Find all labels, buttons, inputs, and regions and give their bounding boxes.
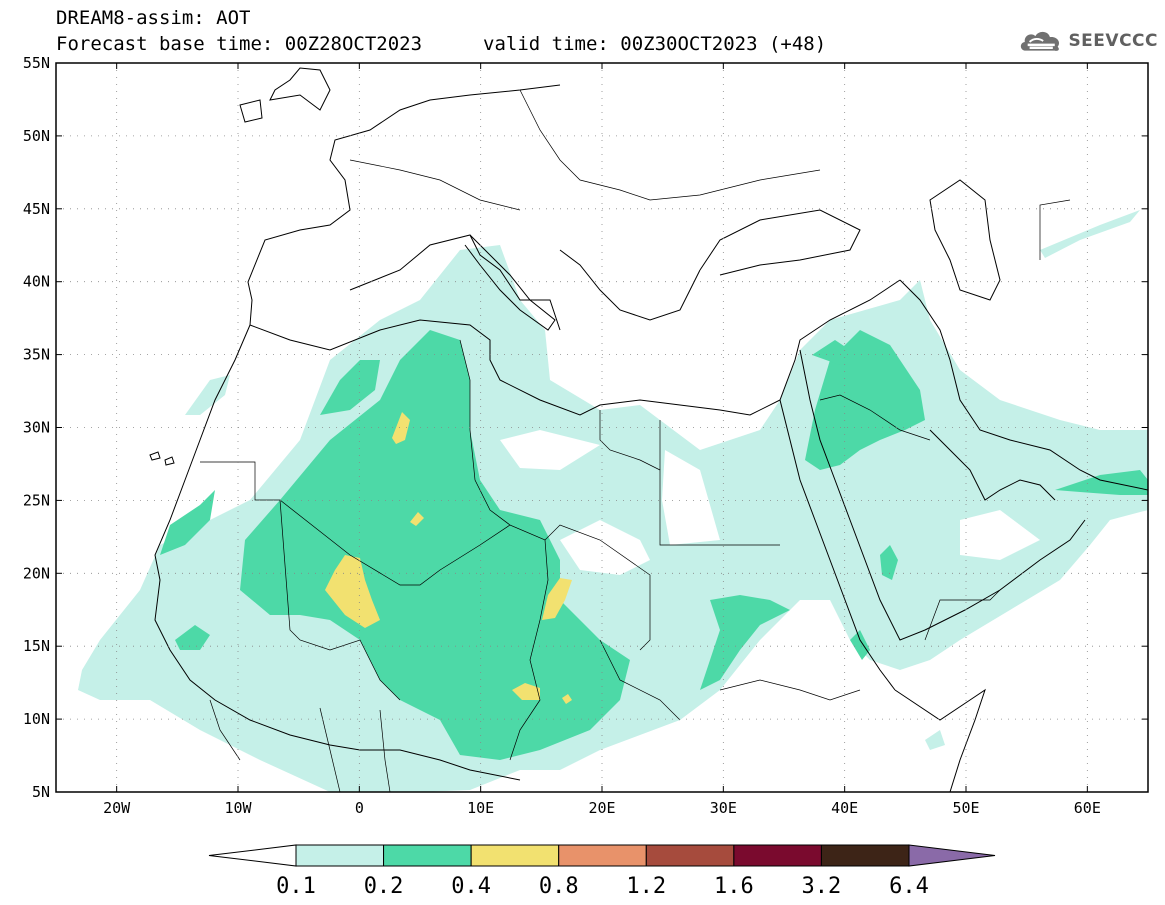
colorbar-segment bbox=[470, 844, 560, 867]
coastlines bbox=[149, 67, 1148, 792]
lat-tick-label: 10N bbox=[23, 710, 50, 728]
colorbar-label: 6.4 bbox=[889, 874, 929, 899]
colorbar-segment bbox=[908, 844, 996, 867]
lon-tick-label: 50E bbox=[952, 799, 979, 817]
colorbar-segment bbox=[383, 844, 472, 867]
lon-tick-label: 60E bbox=[1074, 799, 1101, 817]
country-borders bbox=[200, 89, 1071, 792]
colorbar-label: 1.6 bbox=[714, 874, 754, 899]
seevccc-logo: SEEVCCC bbox=[1018, 26, 1158, 56]
lat-tick-label: 50N bbox=[23, 127, 50, 145]
longitude-axis: 20W 10W 0 10E 20E 30E 40E 50E 60E bbox=[103, 63, 1101, 817]
map-area bbox=[56, 63, 1148, 792]
lat-tick-label: 15N bbox=[23, 637, 50, 655]
map-title: DREAM8-assim: AOT bbox=[56, 7, 251, 29]
colorbar-segment bbox=[733, 844, 822, 867]
colorbar-label: 0.1 bbox=[276, 874, 316, 899]
lat-tick-label: 20N bbox=[23, 564, 50, 582]
lon-tick-label: 30E bbox=[710, 799, 737, 817]
colorbar-label: 3.2 bbox=[802, 874, 842, 899]
colorbar-segment bbox=[558, 844, 647, 867]
lon-tick-label: 0 bbox=[355, 799, 364, 817]
colorbar: 0.1 0.2 0.4 0.8 1.2 1.6 3.2 6.4 bbox=[208, 844, 996, 899]
lat-tick-label: 35N bbox=[23, 346, 50, 364]
lat-tick-label: 30N bbox=[23, 419, 50, 437]
cloud-icon bbox=[1020, 31, 1060, 51]
colorbar-label: 0.2 bbox=[364, 874, 404, 899]
logo-text: SEEVCCC bbox=[1068, 31, 1158, 51]
latitude-axis: 55N 50N 45N 40N 35N 30N 25N 20N 15N 10N 5N bbox=[23, 54, 1148, 801]
colorbar-segment bbox=[820, 844, 910, 867]
lat-tick-label: 40N bbox=[23, 273, 50, 291]
colorbar-label: 1.2 bbox=[626, 874, 666, 899]
aot-field-0.4-0.8 bbox=[325, 412, 572, 704]
aot-field-0.2-0.4 bbox=[160, 330, 1148, 760]
colorbar-segment bbox=[645, 844, 735, 867]
colorbar-segment bbox=[208, 844, 297, 867]
lon-tick-label: 20E bbox=[588, 799, 615, 817]
colorbar-label: 0.4 bbox=[451, 874, 491, 899]
forecast-base-time: Forecast base time: 00Z28OCT2023 bbox=[56, 33, 423, 55]
lat-tick-label: 45N bbox=[23, 200, 50, 218]
lat-tick-label: 5N bbox=[32, 783, 50, 801]
lat-tick-label: 55N bbox=[23, 54, 50, 72]
lon-tick-label: 10W bbox=[224, 799, 252, 817]
colorbar-segment bbox=[295, 844, 385, 867]
valid-time: valid time: 00Z30OCT2023 (+48) bbox=[483, 33, 827, 55]
lon-tick-label: 10E bbox=[467, 799, 494, 817]
lon-tick-label: 20W bbox=[103, 799, 131, 817]
lat-tick-label: 25N bbox=[23, 491, 50, 509]
lon-tick-label: 40E bbox=[831, 799, 858, 817]
colorbar-label: 0.8 bbox=[539, 874, 579, 899]
graticule bbox=[56, 63, 1148, 792]
